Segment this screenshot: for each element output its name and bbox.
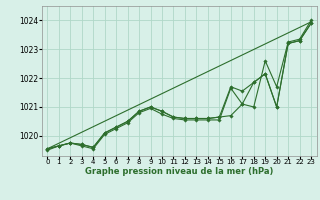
X-axis label: Graphe pression niveau de la mer (hPa): Graphe pression niveau de la mer (hPa) <box>85 167 273 176</box>
